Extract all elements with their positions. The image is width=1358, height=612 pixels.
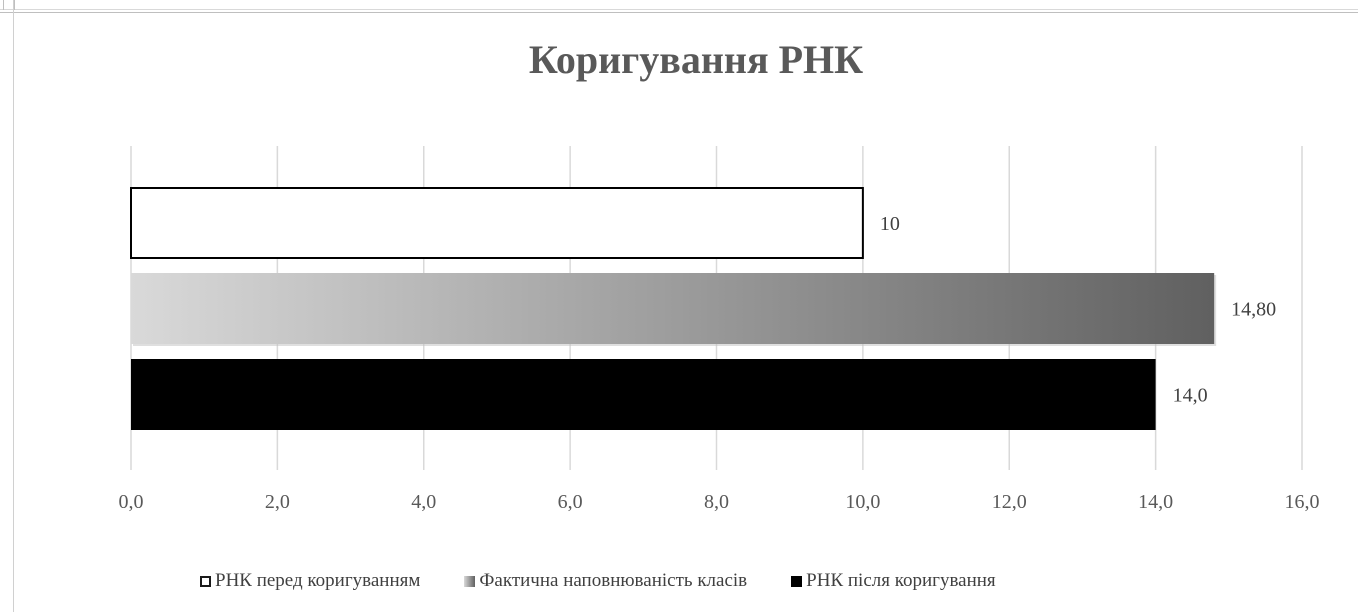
- legend-swatch-actual: [464, 575, 476, 587]
- x-tick-labels: 0,0 2,0 4,0 6,0 8,0 10,0 12,0 14,0 16,0: [119, 491, 1320, 513]
- bar-3: [131, 359, 1156, 430]
- window-frame-notch: [3, 0, 15, 10]
- x-tick-label: 4,0: [411, 491, 436, 513]
- bar-value-label: 14,0: [1173, 385, 1208, 407]
- bars: [130, 187, 1217, 430]
- x-tick-label: 8,0: [704, 491, 729, 513]
- x-tick-label: 16,0: [1285, 491, 1320, 513]
- bar-value-label: 10: [880, 213, 900, 235]
- legend: РНК перед коригуванням Фактична наповнюв…: [200, 570, 996, 592]
- bar-2: [131, 273, 1215, 344]
- legend-label-actual: Фактична наповнюваність класів: [479, 570, 748, 591]
- x-tick-label: 2,0: [265, 491, 290, 513]
- x-tick-label: 14,0: [1138, 491, 1173, 513]
- bar-value-label: 14,80: [1231, 299, 1276, 321]
- chart-title: Коригування РНК: [528, 37, 864, 82]
- legend-item-after: РНК після коригування: [791, 570, 996, 592]
- window-frame-left: [13, 0, 14, 612]
- legend-label-after: РНК після коригування: [806, 570, 996, 591]
- legend-item-actual: Фактична наповнюваність класів: [464, 570, 747, 592]
- bar-labels: 10 14,80 14,0: [880, 213, 1276, 407]
- x-tick-label: 6,0: [558, 491, 583, 513]
- window-frame-line: [0, 9, 1358, 10]
- x-tick-label: 12,0: [992, 491, 1027, 513]
- legend-label-before: РНК перед коригуванням: [215, 570, 421, 591]
- x-tick-label: 10,0: [845, 491, 880, 513]
- legend-item-before: РНК перед коригуванням: [200, 570, 420, 592]
- x-tick-label: 0,0: [119, 491, 144, 513]
- legend-swatch-before: [200, 575, 211, 587]
- legend-swatch-after: [791, 575, 803, 587]
- bar-1: [130, 187, 864, 259]
